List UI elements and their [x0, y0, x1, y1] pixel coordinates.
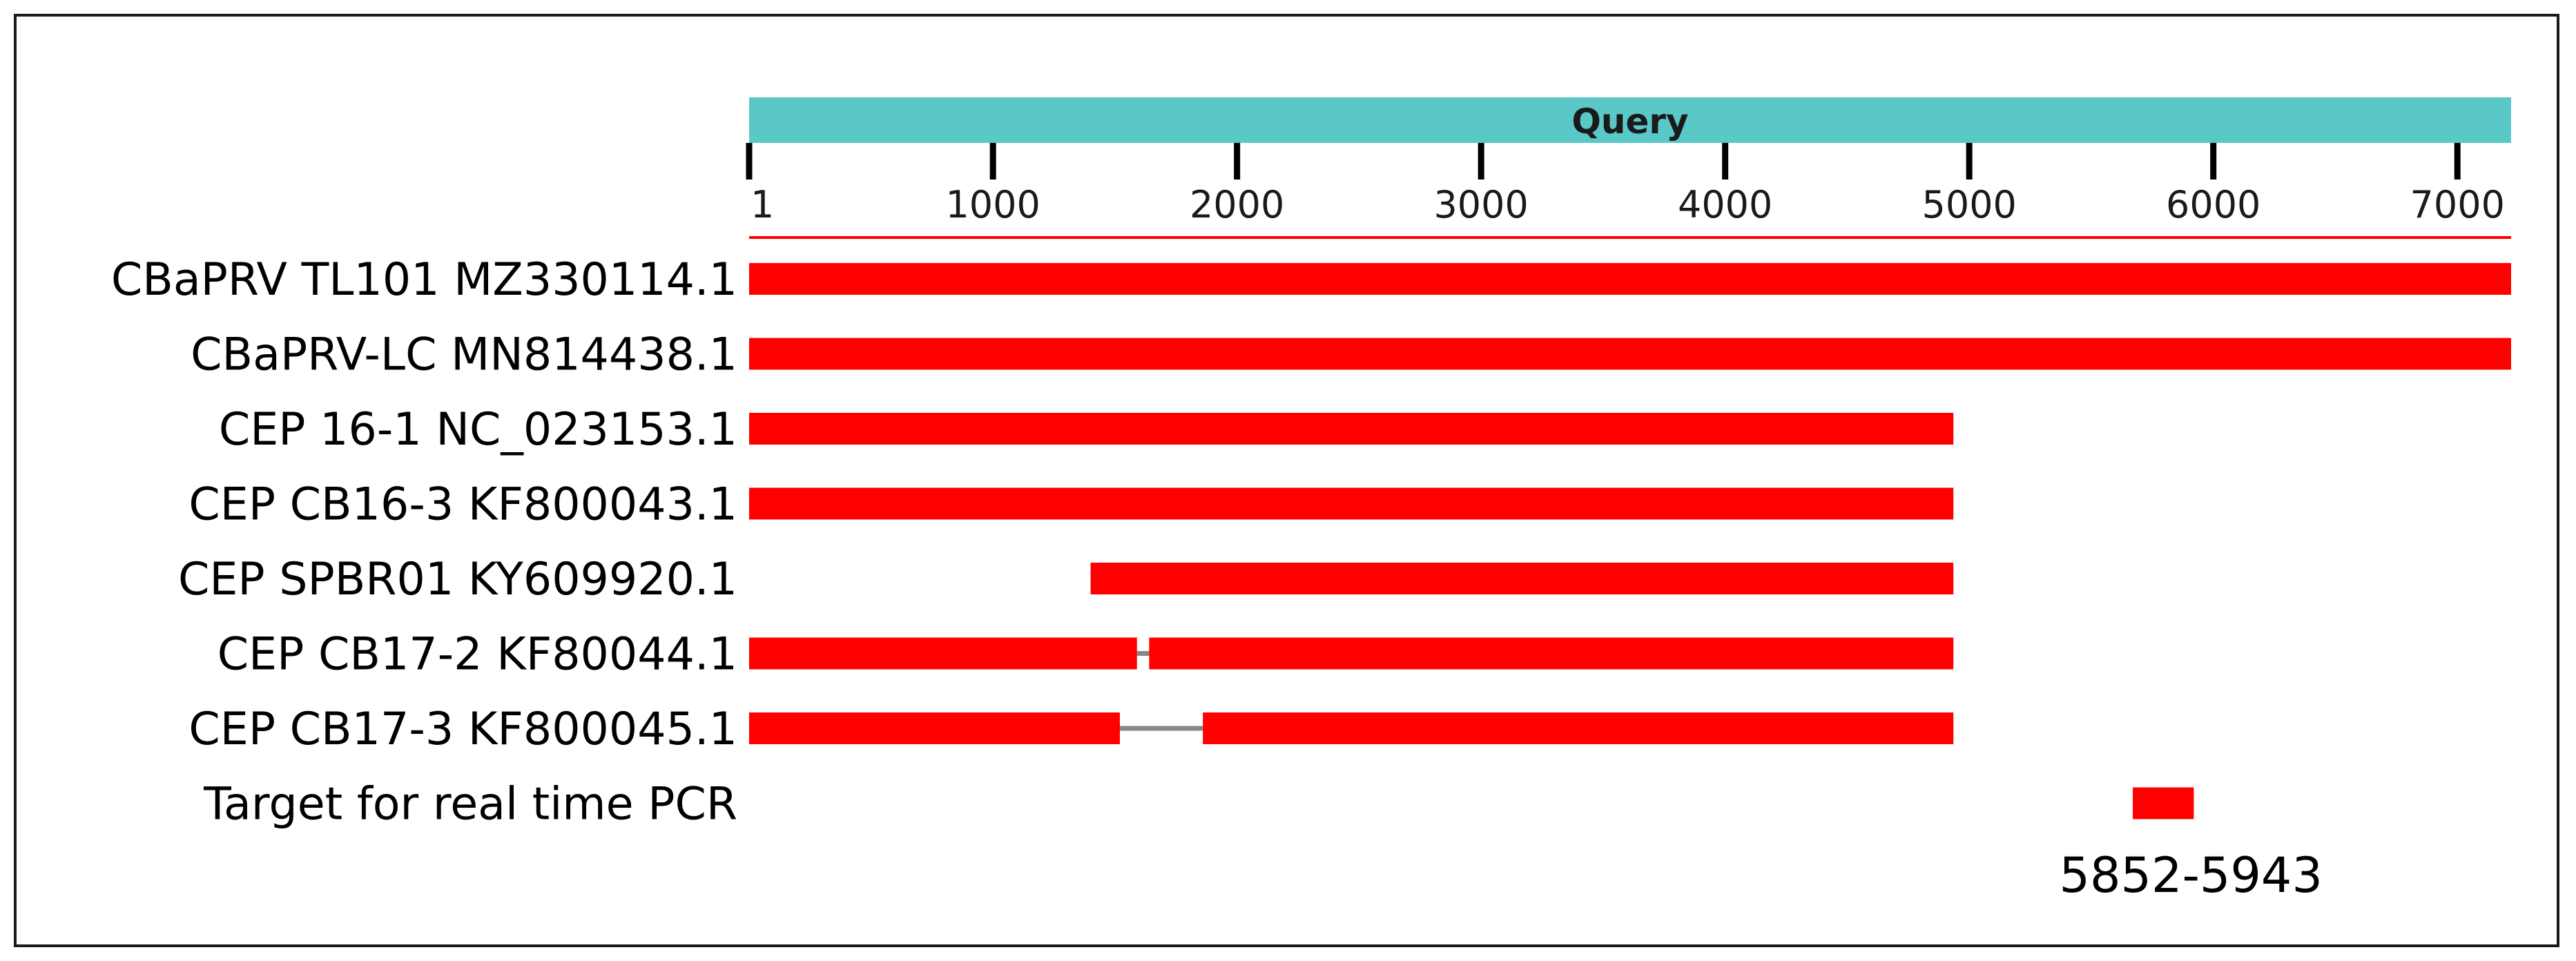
query-label: Query — [1571, 101, 1688, 142]
axis-tick-label: 2000 — [1190, 183, 1284, 226]
axis-tick-label: 1000 — [945, 183, 1040, 226]
axis-tick-label: 1 — [750, 183, 774, 226]
sequence-label: CEP SPBR01 KY609920.1 — [178, 554, 737, 605]
axis-tick-label: 5000 — [1921, 183, 2016, 226]
sequence-row: CEP CB17-2 KF80044.1 — [217, 629, 1954, 681]
sequence-label: CEP 16-1 NC_023153.1 — [219, 404, 737, 456]
sequence-row: CEP SPBR01 KY609920.1 — [178, 554, 1954, 605]
alignment-hit-bar — [2133, 787, 2194, 819]
sequence-row: CEP 16-1 NC_023153.1 — [219, 404, 1954, 456]
sequence-label: CBaPRV TL101 MZ330114.1 — [111, 254, 737, 306]
sequence-label: CEP CB17-2 KF80044.1 — [217, 629, 737, 681]
alignment-hit-bar — [749, 338, 2511, 370]
query-bar-group: Query — [749, 97, 2511, 143]
alignment-hit-bar — [1149, 637, 1954, 670]
sequence-label: Target for real time PCR — [203, 779, 737, 831]
axis-tick-label: 6000 — [2166, 183, 2260, 226]
query-bar — [749, 97, 2511, 143]
sequence-label: CBaPRV-LC MN814438.1 — [191, 329, 737, 381]
axis-tick-label: 7000 — [2410, 183, 2505, 226]
sequence-label: CEP CB17-3 KF800045.1 — [188, 703, 737, 755]
alignment-hit-bar — [749, 413, 1954, 445]
sequence-row: CEP CB17-3 KF800045.1 — [188, 703, 1954, 755]
figure-frame — [14, 14, 2559, 947]
sequence-row: CEP CB16-3 KF800043.1 — [188, 479, 1954, 531]
alignment-hit-bar — [1090, 563, 1954, 594]
alignment-hit-bar — [749, 263, 2511, 295]
sequence-rows: CBaPRV TL101 MZ330114.1 CBaPRV-LC MN81443… — [111, 254, 2511, 831]
alignment-hit-bar — [749, 637, 1137, 670]
position-axis: 1 1000 2000 3000 4000 5000 6000 7000 — [746, 143, 2511, 239]
sequence-label: CEP CB16-3 KF800043.1 — [188, 479, 737, 531]
sequence-row: CBaPRV TL101 MZ330114.1 — [111, 254, 2511, 306]
axis-tick-label: 4000 — [1678, 183, 1772, 226]
alignment-hit-bar — [749, 487, 1954, 520]
axis-tick-label: 3000 — [1433, 183, 1528, 226]
sequence-row: Target for real time PCR — [203, 779, 2194, 831]
target-range-label: 5852-5943 — [2059, 847, 2323, 904]
alignment-hit-bar — [1203, 712, 1954, 744]
alignment-hit-bar — [749, 712, 1120, 744]
sequence-row: CBaPRV-LC MN814438.1 — [191, 329, 2511, 381]
